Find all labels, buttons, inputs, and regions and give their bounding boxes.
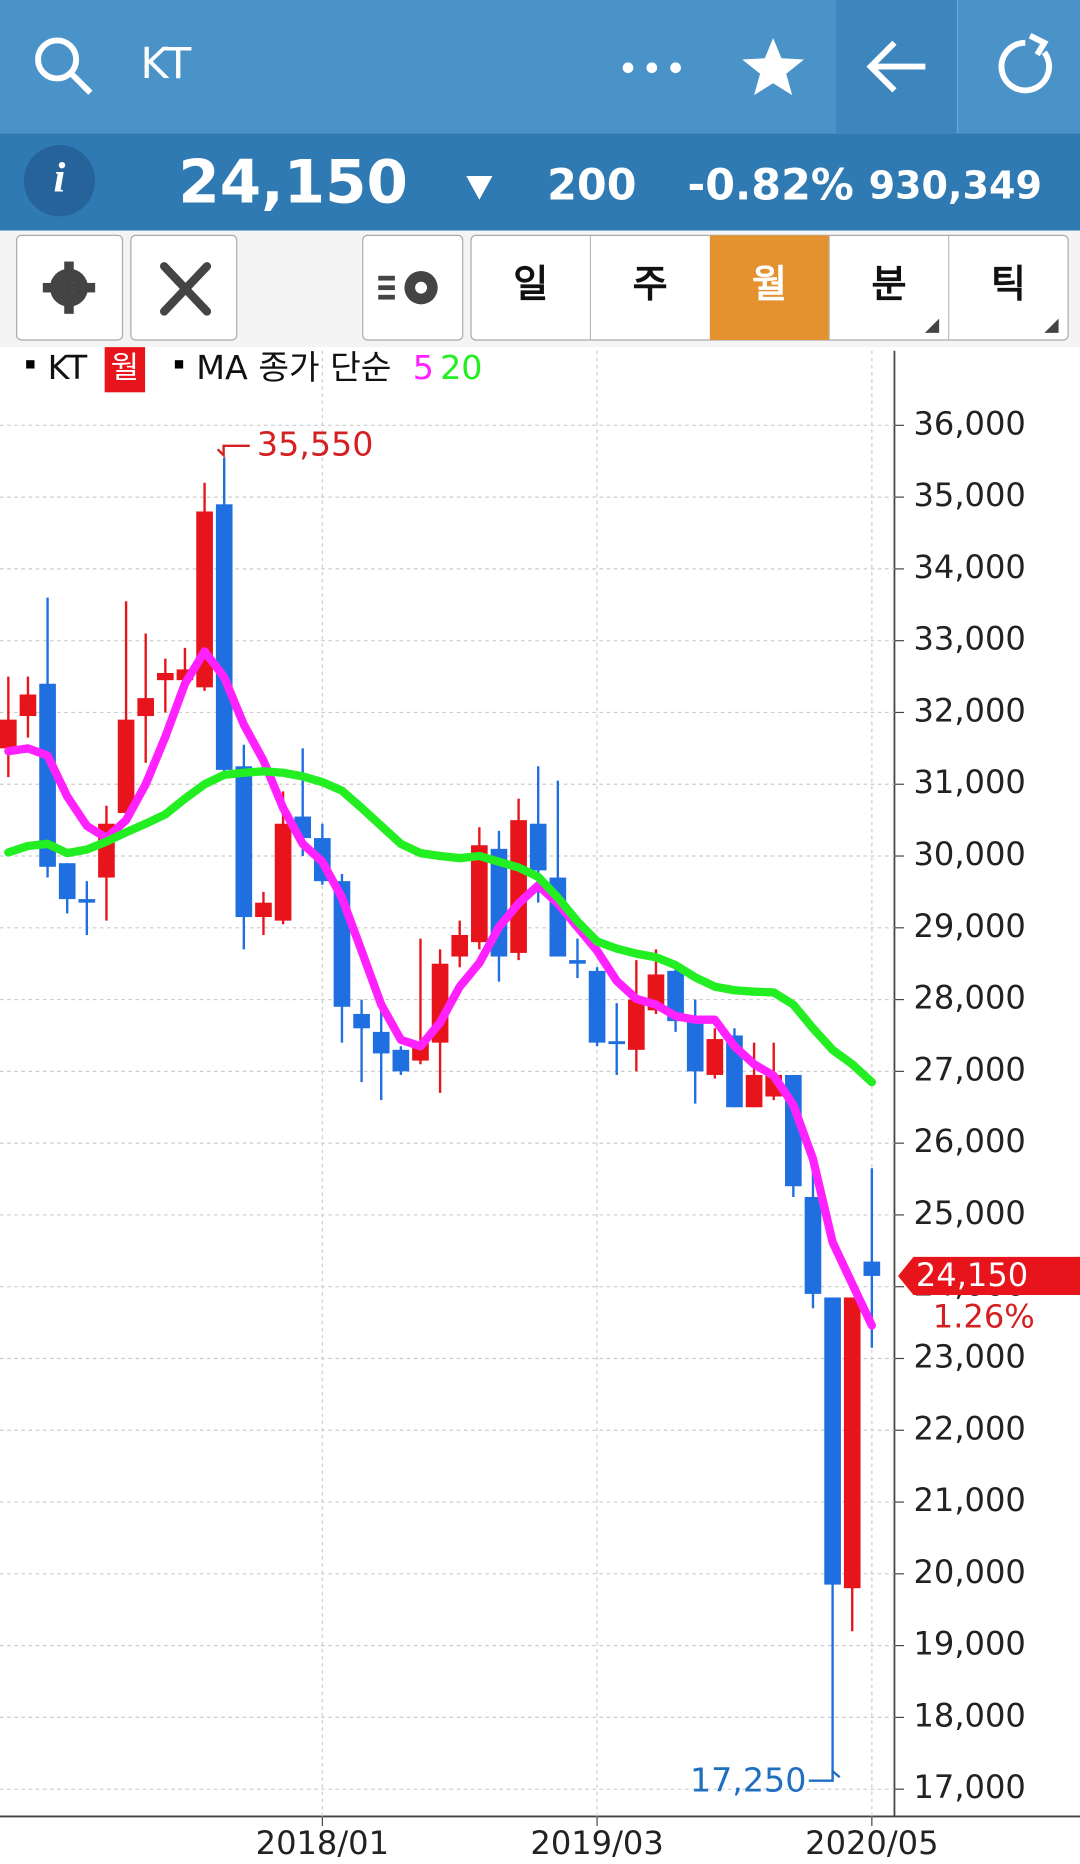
candle-body <box>471 845 488 943</box>
candle-body <box>0 719 17 749</box>
candle-body <box>235 766 253 918</box>
y-tick-label: 27,000 <box>913 1050 1025 1088</box>
y-tick-label: 35,000 <box>913 476 1025 514</box>
price-change-label: 1.26% <box>933 1298 1035 1336</box>
candle-body <box>274 823 292 921</box>
y-tick-label: 17,000 <box>913 1768 1025 1806</box>
legend-marker <box>26 360 35 369</box>
y-tick-label: 19,000 <box>913 1625 1025 1663</box>
candle-body <box>569 960 586 964</box>
y-tick-label: 20,000 <box>913 1553 1025 1591</box>
volume: 930,349 <box>869 163 1042 207</box>
candle-body <box>843 1297 861 1589</box>
candle-body <box>137 698 155 717</box>
legend-period: 월 <box>111 350 139 386</box>
y-tick-label: 29,000 <box>913 907 1025 945</box>
candle-body <box>510 820 527 953</box>
candle-body <box>686 1017 704 1072</box>
y-tick-label: 28,000 <box>913 979 1025 1017</box>
y-tick-label: 33,000 <box>913 620 1025 658</box>
candle-body <box>745 1074 763 1108</box>
indicator-icon <box>378 271 438 305</box>
period-tab[interactable]: 월 <box>752 262 787 306</box>
legend-ma-name: 20 <box>440 348 482 387</box>
back-icon[interactable] <box>866 40 926 93</box>
x-tick-label: 2019/03 <box>530 1824 663 1862</box>
candle-body <box>372 1031 390 1054</box>
candle-body <box>215 504 233 770</box>
legend-marker <box>174 360 184 369</box>
y-tick-label: 22,000 <box>913 1409 1025 1447</box>
legend-ma-name: 5 <box>413 348 434 387</box>
quote-bar <box>0 133 1080 231</box>
change: 200 <box>547 160 636 210</box>
y-tick-label: 26,000 <box>913 1122 1025 1160</box>
star-icon[interactable] <box>742 38 805 96</box>
candle-body <box>451 934 469 957</box>
period-tab[interactable]: 틱 <box>991 262 1026 306</box>
low-marker-arrow <box>808 1768 841 1782</box>
x-tick-label: 2018/01 <box>256 1824 389 1862</box>
candle-body <box>196 511 213 688</box>
period-tab[interactable]: 주 <box>633 262 668 306</box>
candle-body <box>19 694 37 717</box>
down-arrow <box>466 175 493 200</box>
low-marker-label: 17,250 <box>690 1760 806 1799</box>
candle-body <box>117 719 135 813</box>
high-marker-arrow <box>216 444 250 459</box>
y-tick-label: 31,000 <box>913 763 1025 801</box>
legend-symbol: KT <box>48 348 88 387</box>
gear-icon <box>42 261 96 314</box>
candle-body <box>588 970 606 1043</box>
candle-body <box>608 1041 626 1045</box>
ma-line <box>4 767 877 1087</box>
candle-body <box>39 683 56 867</box>
legend-ma: MA 종가 단순 <box>196 348 391 387</box>
candle-body <box>667 970 684 1022</box>
more-icon[interactable] <box>622 62 681 74</box>
high-marker-label: 35,550 <box>257 424 373 463</box>
candle-body <box>176 669 194 681</box>
search-icon[interactable] <box>35 37 93 95</box>
ma-line <box>4 647 877 1330</box>
candle-body <box>804 1196 822 1294</box>
change-pct: -0.82% <box>687 160 853 210</box>
candle-body <box>353 1013 370 1029</box>
candle-body <box>706 1039 724 1075</box>
y-tick-label: 23,000 <box>913 1337 1025 1375</box>
tools-icon <box>159 262 212 316</box>
y-tick-label: 21,000 <box>913 1481 1025 1519</box>
y-tick-label: 32,000 <box>913 691 1025 729</box>
candle-body <box>863 1261 881 1276</box>
price-tag-label: 24,150 <box>916 1256 1028 1294</box>
search-text[interactable]: KT <box>140 39 192 89</box>
y-tick-label: 36,000 <box>913 404 1025 442</box>
y-tick-label: 18,000 <box>913 1696 1025 1734</box>
candle-body <box>157 672 174 681</box>
info-button[interactable] <box>23 145 96 217</box>
x-tick-label: 2020/05 <box>805 1824 938 1862</box>
candle-body <box>628 999 645 1050</box>
y-tick-label: 30,000 <box>913 835 1025 873</box>
candle-body <box>78 899 96 903</box>
candle-body <box>58 863 76 900</box>
candle-body <box>255 902 272 918</box>
price: 24,150 <box>178 149 407 218</box>
period-tab[interactable]: 일 <box>513 262 548 306</box>
y-tick-label: 34,000 <box>913 548 1025 586</box>
candle-body <box>824 1297 841 1585</box>
info-icon: i <box>54 155 66 202</box>
period-tab[interactable]: 분 <box>871 262 906 306</box>
y-tick-label: 25,000 <box>913 1194 1025 1232</box>
price-tag <box>898 1256 1080 1295</box>
candle-body <box>392 1049 410 1072</box>
candle-body <box>529 823 547 871</box>
legend-period-box <box>104 347 146 393</box>
tab-active <box>709 235 830 340</box>
refresh-icon[interactable] <box>998 33 1053 94</box>
